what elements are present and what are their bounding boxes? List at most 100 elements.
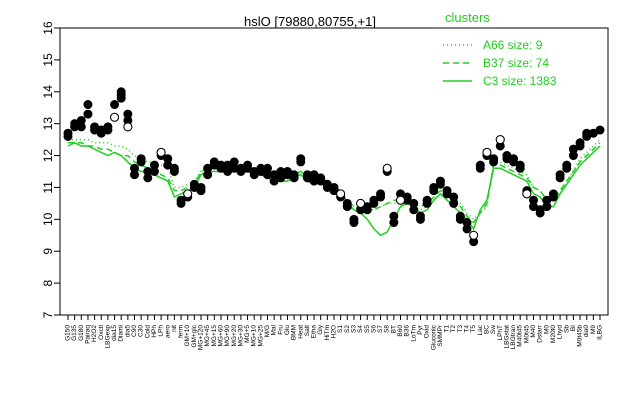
- x-tick-label: nit: [171, 325, 178, 332]
- x-tick-label: Fru: [277, 325, 284, 335]
- data-point: [196, 186, 206, 196]
- x-tick-label: LoTm: [410, 325, 417, 342]
- x-tick-label: LBGstat: [503, 325, 510, 349]
- x-tick-label: BC: [483, 325, 490, 334]
- x-tick-label: M0t45: [523, 325, 530, 343]
- data-point: [336, 189, 346, 199]
- x-tick-label: MG+5: [244, 325, 251, 343]
- series-line: [68, 142, 601, 224]
- data-point: [110, 100, 120, 110]
- x-tick-label: MG+60: [217, 325, 224, 347]
- legend-label: C3 size: 1383: [483, 74, 557, 88]
- x-tick-label: LBGtran: [510, 325, 517, 350]
- x-tick-label: T1: [444, 325, 451, 333]
- x-tick-label: Pyr: [417, 324, 424, 335]
- x-tick-label: Diami: [118, 325, 125, 342]
- x-tick-label: MG+15: [211, 325, 218, 347]
- x-tick-label: S6: [370, 325, 377, 333]
- x-tick-label: S3: [350, 325, 357, 333]
- data-point: [422, 198, 432, 208]
- x-tick-label: T4: [464, 325, 471, 333]
- x-tick-label: Gluconic: [430, 324, 437, 350]
- x-tick-label: M/G: [264, 325, 271, 337]
- legend-label: A66 size: 9: [483, 38, 543, 52]
- x-tick-label: LBGexp: [104, 325, 111, 349]
- x-tick-label: Heat: [297, 325, 304, 339]
- data-point: [482, 147, 492, 157]
- data-point: [595, 125, 605, 135]
- data-point: [522, 189, 532, 199]
- y-tick-label: 13: [41, 117, 55, 131]
- x-tick-label: MG+10: [251, 325, 258, 347]
- x-tick-label: aero: [164, 325, 171, 338]
- data-point: [356, 198, 366, 208]
- x-tick-label: Pairaq: [84, 325, 91, 344]
- data-point: [509, 154, 519, 164]
- data-point: [123, 122, 133, 132]
- legend: clusters A66 size: 9 B37 size: 74 C3 size: …: [443, 10, 557, 88]
- data-point: [103, 122, 113, 132]
- x-tick-label: G180: [78, 325, 85, 341]
- x-tick-label: C30: [138, 325, 145, 337]
- x-tick-label: Salt: [304, 325, 311, 336]
- data-point: [575, 141, 585, 151]
- data-point: [462, 218, 472, 228]
- x-tick-label: H2O2: [91, 325, 98, 342]
- y-tick-label: 8: [41, 279, 55, 286]
- x-tick-label: T3: [457, 325, 464, 333]
- legend-label: B37 size: 74: [483, 56, 549, 70]
- data-point: [555, 170, 565, 180]
- x-tick-label: LPhT: [497, 325, 504, 341]
- data-point: [415, 211, 425, 221]
- data-point: [296, 157, 306, 167]
- data-point: [489, 154, 499, 164]
- x-tick-label: dia5: [124, 325, 131, 338]
- data-point: [362, 205, 372, 215]
- data-point: [455, 211, 465, 221]
- x-axis: G150 G135 G180 Pairaq H2O2 Oxctl LBGexp dia15 Di…: [65, 315, 604, 350]
- x-tick-label: Dstarr: [537, 324, 544, 343]
- data-point: [475, 160, 485, 170]
- x-tick-label: S7: [377, 325, 384, 333]
- x-tick-label: Gly: [317, 324, 324, 335]
- x-tick-label: BT: [390, 325, 397, 333]
- x-tick-label: ferm: [178, 325, 185, 338]
- data-point: [76, 122, 86, 132]
- x-tick-label: Etha: [311, 325, 318, 339]
- x-tick-label: LPh: [158, 325, 165, 337]
- data-point: [83, 100, 93, 110]
- x-tick-label: MG+45: [204, 325, 211, 347]
- x-tick-label: ILBG: [597, 325, 604, 340]
- data-points: [63, 87, 605, 247]
- data-point: [83, 109, 93, 119]
- x-tick-label: B60: [397, 325, 404, 337]
- data-point: [289, 173, 299, 183]
- y-tick-label: 10: [41, 212, 55, 226]
- chart-title: hslO [79880,80755,+1]: [244, 14, 376, 29]
- y-tick-label: 12: [41, 149, 55, 163]
- x-tick-label: Mal: [271, 324, 278, 335]
- data-point: [116, 93, 126, 103]
- data-point: [409, 198, 419, 208]
- x-tick-label: S5: [364, 325, 371, 333]
- data-point: [429, 186, 439, 196]
- data-point: [382, 163, 392, 173]
- x-tick-label: C90: [131, 325, 138, 337]
- data-point: [136, 157, 146, 167]
- data-point: [110, 112, 120, 122]
- x-tick-label: BMM: [291, 325, 298, 340]
- y-axis: 7 8 9 10 11 12 13 14 15 16: [41, 21, 60, 318]
- x-tick-label: Cold: [144, 325, 151, 339]
- x-tick-label: HPh: [151, 325, 158, 338]
- x-tick-label: M0: [543, 325, 550, 334]
- data-point: [169, 163, 179, 173]
- data-point: [342, 198, 352, 208]
- x-tick-label: Oxid: [424, 325, 431, 339]
- x-tick-label: Sw: [490, 325, 497, 334]
- y-tick-label: 15: [41, 53, 55, 67]
- x-tick-label: MG+90: [224, 325, 231, 347]
- y-tick-label: 11: [41, 181, 55, 194]
- x-tick-label: BI: [570, 325, 577, 331]
- data-point: [349, 218, 359, 228]
